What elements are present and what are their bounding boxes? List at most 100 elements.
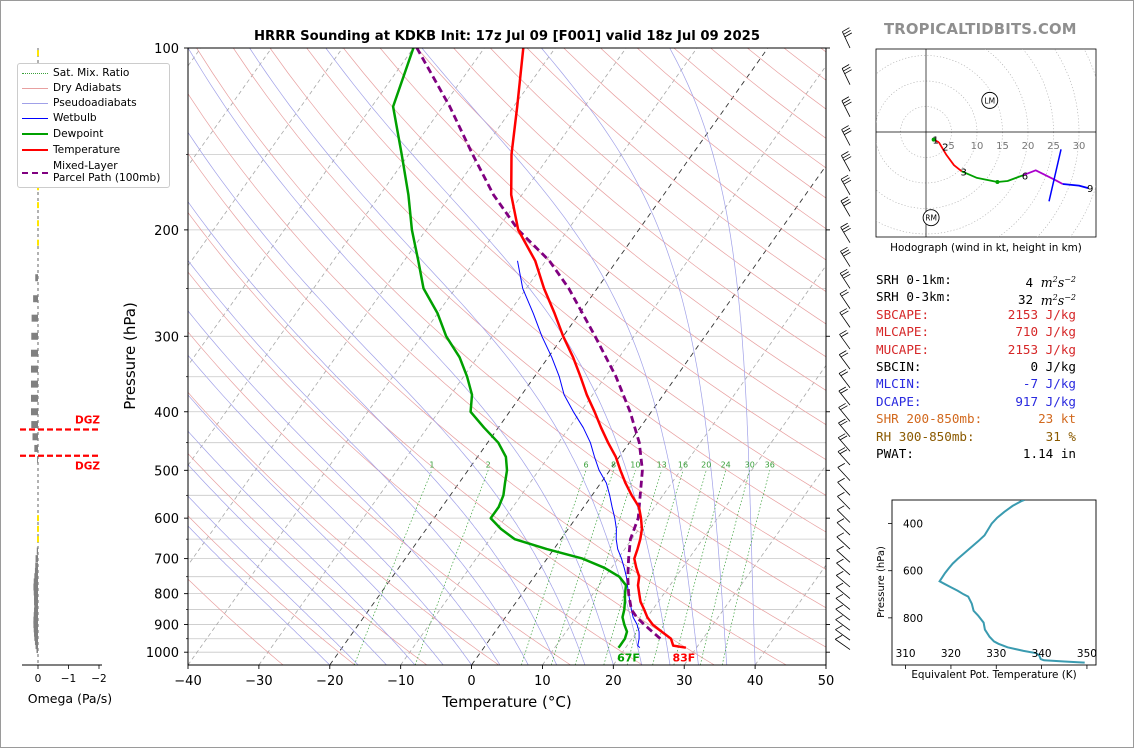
dry-adiabat-line — [379, 48, 826, 426]
param-value: 2153 J/kg — [1007, 306, 1076, 322]
legend-swatch — [22, 172, 48, 174]
param-row: SRH 0-3km: 32 m2s−2 — [876, 288, 1076, 307]
wind-barb-flag — [840, 268, 848, 274]
wind-barb-staff — [835, 586, 851, 599]
legend-label: Dewpoint — [53, 128, 104, 140]
theta-e-content — [938, 500, 1085, 664]
param-value: 710 J/kg — [1015, 324, 1076, 340]
wind-barb-staff — [835, 619, 851, 631]
param-row: MLCAPE: 710 J/kg — [876, 323, 1076, 340]
mixing-ratio-label: 1 — [429, 460, 434, 469]
wind-barb-flag — [835, 615, 843, 620]
param-value: 0 J/kg — [1030, 358, 1077, 374]
wind-barb-flag — [841, 271, 849, 277]
hodograph-ring-label: 10 — [971, 141, 984, 152]
wind-barb-flag — [839, 449, 848, 455]
surface-temperature-label: 83F — [672, 652, 695, 665]
param-value: 31 % — [1045, 428, 1076, 444]
wind-barb-staff — [837, 467, 851, 481]
omega-bar — [33, 583, 38, 591]
surface-dewpoint-label: 67F — [617, 652, 640, 665]
param-label: MLCAPE: — [876, 324, 930, 340]
param-row: SBCAPE: 2153 J/kg — [876, 306, 1076, 323]
param-row: SHR 200-850mb: 23 kt — [876, 410, 1076, 427]
y-tick-label: 700 — [154, 553, 179, 568]
wind-barb-flag — [844, 130, 852, 136]
wind-barb-flag — [841, 291, 849, 297]
param-row: SBCIN: 0 J/kg — [876, 358, 1076, 375]
moist-adiabat-line — [421, 48, 699, 665]
omega-yellow-mark — [37, 220, 39, 227]
wind-barbs — [835, 27, 853, 650]
omega-bar — [30, 394, 38, 402]
omega-yellow-mark — [37, 202, 39, 209]
wind-barb-flag — [836, 571, 844, 576]
moist-adiabat-line — [188, 525, 331, 665]
param-label: DCAPE: — [876, 393, 922, 409]
param-value: 2153 J/kg — [1007, 341, 1076, 357]
omega-x-tick-label: −2 — [91, 673, 106, 685]
mixing-ratio-line — [603, 470, 663, 665]
wind-barb-flag — [838, 403, 846, 408]
theta-e-frame — [891, 499, 1097, 666]
wind-barb-flag — [838, 386, 847, 392]
moist-adiabat-line — [188, 48, 614, 665]
omega-bar — [35, 562, 38, 570]
param-value: 1.14 in — [1022, 445, 1076, 461]
wind-barb-staff — [836, 562, 851, 576]
theta-e-y-tick-label: 800 — [903, 613, 923, 625]
legend-swatch — [22, 149, 48, 151]
param-unit: m2s−2 — [1040, 292, 1076, 308]
omega-bar — [34, 593, 38, 601]
legend-label: Sat. Mix. Ratio — [53, 67, 130, 79]
omega-bar — [34, 607, 38, 615]
isotherm-line — [188, 48, 556, 566]
site-brand: TROPICALTIDBITS.COM — [884, 21, 1077, 38]
omega-x-tick-label: 0 — [35, 673, 42, 685]
wind-barb-flag — [841, 332, 849, 338]
wind-barb-flag — [839, 308, 847, 313]
wind-barb-staff — [840, 178, 851, 196]
moist-adiabat-line — [669, 48, 756, 665]
x-tick-label: 50 — [818, 674, 835, 689]
wind-barb-staff — [837, 481, 851, 496]
wind-barb-flag — [844, 69, 852, 75]
omega-bar — [33, 612, 38, 620]
wind-barb-flag — [836, 545, 844, 551]
isotherm-line — [188, 48, 485, 467]
param-unit: m2s−2 — [1040, 275, 1076, 291]
dry-adiabat-line — [188, 578, 284, 665]
param-row: DCAPE: 917 J/kg — [876, 393, 1076, 410]
param-value: 32 m2s−2 — [1017, 292, 1076, 308]
legend-swatch — [22, 133, 48, 135]
isotherm-line — [188, 48, 272, 167]
y-tick-label: 900 — [154, 619, 179, 634]
wind-barb-flag — [835, 582, 844, 588]
param-label: MUCAPE: — [876, 341, 930, 357]
series-mixed-layer-parcel-path-100mb- — [415, 48, 662, 640]
moist-adiabat-line — [188, 430, 416, 665]
wind-barb-staff — [837, 496, 851, 510]
wind-barb-flag — [840, 174, 849, 180]
dry-adiabat-line — [188, 152, 787, 665]
moist-adiabat-line — [249, 48, 643, 665]
omega-bar — [33, 621, 38, 629]
legend-swatch — [22, 118, 48, 119]
param-label: SBCIN: — [876, 358, 922, 374]
legend-swatch — [22, 88, 48, 89]
omega-bar — [30, 408, 38, 416]
wind-barb-staff — [841, 100, 851, 118]
theta-e-panel: 310 320 330 340 350 400 600 800 — [888, 499, 1097, 669]
wind-barb-flag — [840, 222, 848, 228]
wind-barb-flag — [835, 625, 843, 630]
sounding-parameters: SRH 0-1km: 4 m2s−2 SRH 0-3km: 32 m2s−2 SBCAP… — [876, 271, 1076, 462]
hodograph-segment — [1062, 183, 1089, 189]
omega-bar — [34, 573, 38, 581]
skewt-background-lines — [188, 48, 826, 665]
skewt-axes: −40 −30 −20 −10 0 10 20 30 40 50 100 200 300 400 500 60… — [146, 42, 834, 689]
mixing-ratio-line — [550, 470, 614, 665]
isotherm-line — [188, 48, 627, 665]
mixing-ratio-label: 30 — [745, 460, 755, 469]
moist-adiabat-line — [188, 131, 586, 665]
omega-bar — [34, 567, 38, 575]
